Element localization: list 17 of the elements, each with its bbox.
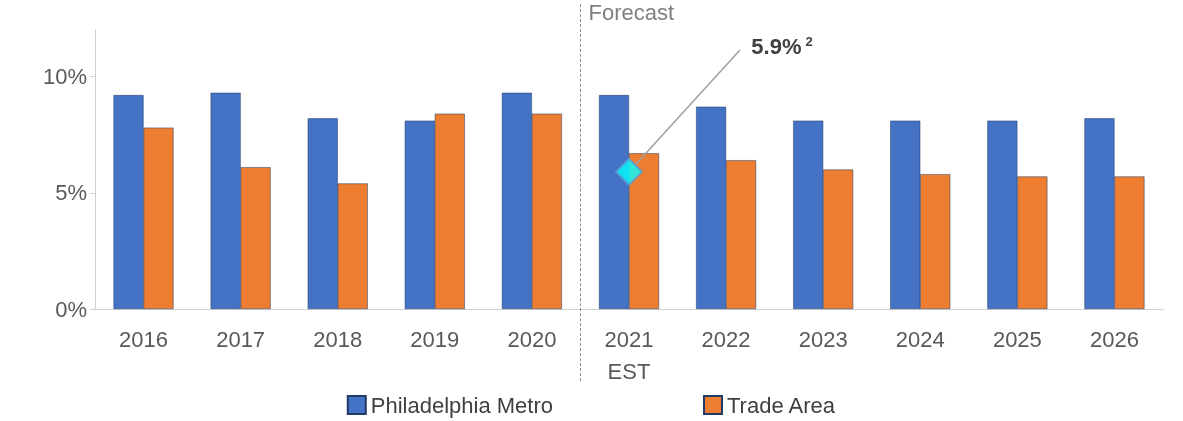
legend-label: Trade Area	[726, 392, 836, 418]
x-tick-label: 2026	[1089, 326, 1139, 352]
x-tick-label: 2022	[701, 326, 751, 352]
x-tick-label: 2021 EST	[604, 326, 654, 384]
x-tick-label: 2018	[313, 326, 363, 352]
y-tick-label: 10%	[42, 64, 87, 89]
legend-label: Philadelphia Metro	[370, 392, 554, 418]
y-tick-label: 0%	[55, 296, 87, 322]
x-tick-label: 2019	[410, 326, 460, 352]
x-tick-label: 2020	[507, 326, 557, 352]
x-tick-label: 2023	[798, 326, 848, 352]
x-tick-label: 2024	[895, 326, 945, 352]
x-tick-label: 2017	[216, 326, 266, 352]
y-tick-label: 5%	[55, 180, 87, 206]
text: Forecast	[588, 0, 675, 26]
x-tick-label: 2016	[119, 326, 169, 352]
x-tick-label: 2025	[992, 326, 1042, 352]
